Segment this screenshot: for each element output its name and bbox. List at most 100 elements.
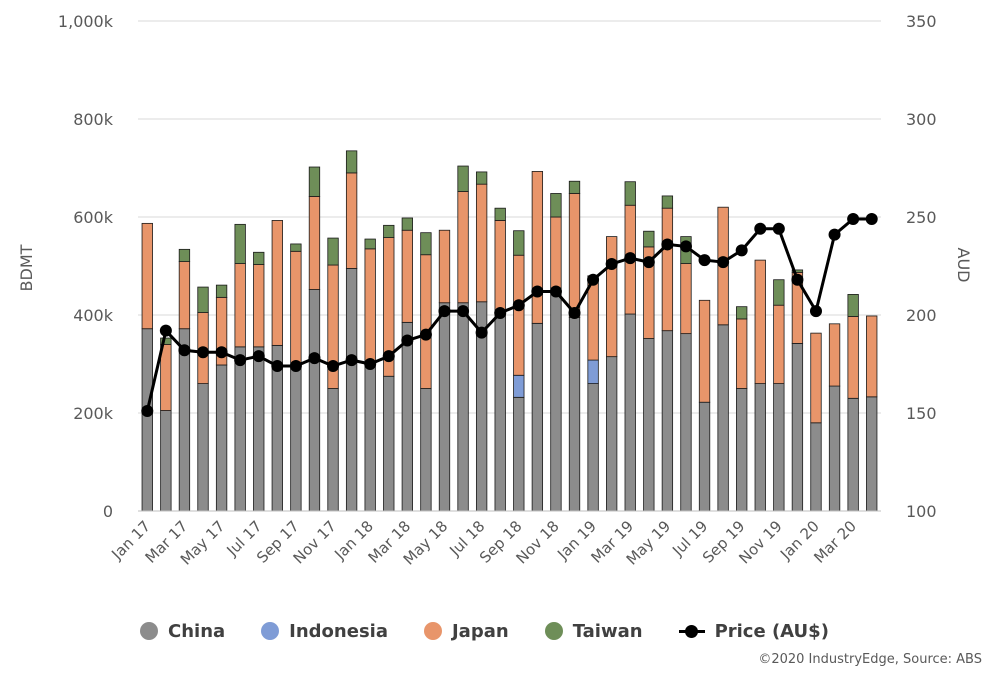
- y-axis-ticks: 0 200k 400k 600k 800k 1,000k: [58, 12, 114, 521]
- y-tick-label: 1,000k: [58, 12, 114, 31]
- bar-china: [680, 333, 692, 512]
- bar-taiwan: [736, 306, 748, 320]
- price-point: [605, 258, 618, 271]
- bar-japan: [141, 222, 153, 330]
- y2-tick-label: 250: [906, 208, 937, 227]
- price-point: [642, 256, 655, 269]
- price-point: [271, 359, 284, 372]
- bar-japan: [290, 250, 302, 370]
- price-point: [624, 252, 637, 265]
- legend-label-china: China: [168, 620, 226, 642]
- bar-japan: [810, 332, 822, 424]
- y-tick-label: 600k: [73, 208, 114, 227]
- bar-taiwan: [847, 294, 859, 317]
- price-point: [698, 254, 711, 267]
- bar-china: [327, 388, 339, 512]
- bar-taiwan: [624, 181, 636, 206]
- bar-china: [661, 330, 674, 512]
- bar-china: [364, 363, 376, 512]
- bar-japan: [550, 216, 562, 289]
- y2-tick-label: 100: [906, 502, 937, 521]
- legend-swatch-china: [140, 622, 158, 640]
- price-point: [865, 212, 878, 225]
- bar-japan: [568, 193, 581, 318]
- bar-china: [513, 396, 525, 512]
- x-tick-label: Mar 20: [810, 517, 860, 567]
- bar-taiwan: [773, 279, 785, 306]
- bar-japan: [345, 172, 358, 269]
- bar-taiwan: [178, 248, 191, 262]
- bar-china: [828, 385, 841, 512]
- bar-japan: [513, 254, 525, 376]
- price-point: [847, 212, 860, 225]
- price-point: [494, 307, 507, 320]
- bar-china: [791, 343, 804, 512]
- bar-china: [643, 338, 655, 512]
- legend-label-taiwan: Taiwan: [572, 620, 643, 642]
- bar-china: [457, 302, 469, 512]
- y2-tick-label: 300: [906, 110, 937, 129]
- bar-china: [754, 383, 766, 512]
- bar-china: [290, 368, 302, 512]
- bar-japan: [866, 315, 878, 398]
- price-point: [809, 305, 822, 318]
- bar-japan: [234, 263, 246, 348]
- bar-japan: [308, 196, 321, 290]
- bar-japan: [475, 183, 488, 303]
- price-point: [438, 305, 451, 318]
- price-point: [512, 299, 525, 312]
- price-point: [289, 359, 302, 372]
- bar-taiwan: [345, 150, 358, 174]
- bar-taiwan: [401, 217, 413, 231]
- bar-china: [847, 397, 859, 512]
- y2-tick-label: 150: [906, 404, 937, 423]
- price-point: [234, 354, 247, 367]
- price-point: [457, 305, 470, 318]
- bar-china: [773, 383, 785, 512]
- y-tick-label: 0: [103, 502, 113, 521]
- source-note: ©2020 IndustryEdge, Source: ABS: [758, 652, 982, 667]
- legend-swatch-japan: [423, 622, 442, 640]
- bar-china: [568, 317, 581, 512]
- bar-japan: [773, 304, 785, 385]
- y2-axis-ticks: 100 150 200 250 300 350: [906, 12, 937, 521]
- bar-indonesia: [587, 359, 599, 384]
- bar-taiwan: [661, 195, 674, 209]
- bar-taiwan: [643, 230, 655, 248]
- legend: China Indonesia Japan Taiwan Price (AU$): [140, 618, 865, 644]
- legend-item-taiwan: Taiwan: [544, 620, 643, 642]
- bar-taiwan: [457, 165, 469, 192]
- price-point: [531, 285, 544, 298]
- bar-china: [717, 324, 729, 512]
- bar-china: [253, 346, 265, 512]
- bar-japan: [828, 323, 841, 387]
- price-point: [215, 346, 228, 359]
- price-point: [661, 238, 674, 251]
- bar-taiwan: [791, 269, 804, 273]
- bar-china: [587, 383, 599, 512]
- bar-china: [810, 422, 822, 512]
- bar-china: [550, 287, 562, 512]
- bar-japan: [364, 248, 376, 365]
- price-point: [308, 352, 321, 365]
- bar-japan: [457, 191, 469, 304]
- legend-label-indonesia: Indonesia: [289, 620, 388, 642]
- bar-taiwan: [327, 237, 339, 266]
- y-tick-label: 200k: [73, 404, 114, 423]
- price-point: [419, 328, 432, 341]
- legend-label-japan: Japan: [451, 620, 509, 642]
- bar-china: [141, 328, 153, 512]
- bar-china: [438, 302, 451, 512]
- bar-japan: [661, 207, 674, 332]
- price-point: [178, 344, 191, 357]
- y2-tick-label: 200: [906, 306, 937, 325]
- price-point: [717, 256, 730, 269]
- price-point: [679, 240, 692, 253]
- gridlines: [138, 20, 881, 414]
- bar-china: [160, 410, 172, 512]
- price-point: [159, 324, 172, 337]
- bar-taiwan: [550, 193, 562, 218]
- legend-swatch-price: [678, 622, 705, 640]
- bar-china: [736, 388, 748, 512]
